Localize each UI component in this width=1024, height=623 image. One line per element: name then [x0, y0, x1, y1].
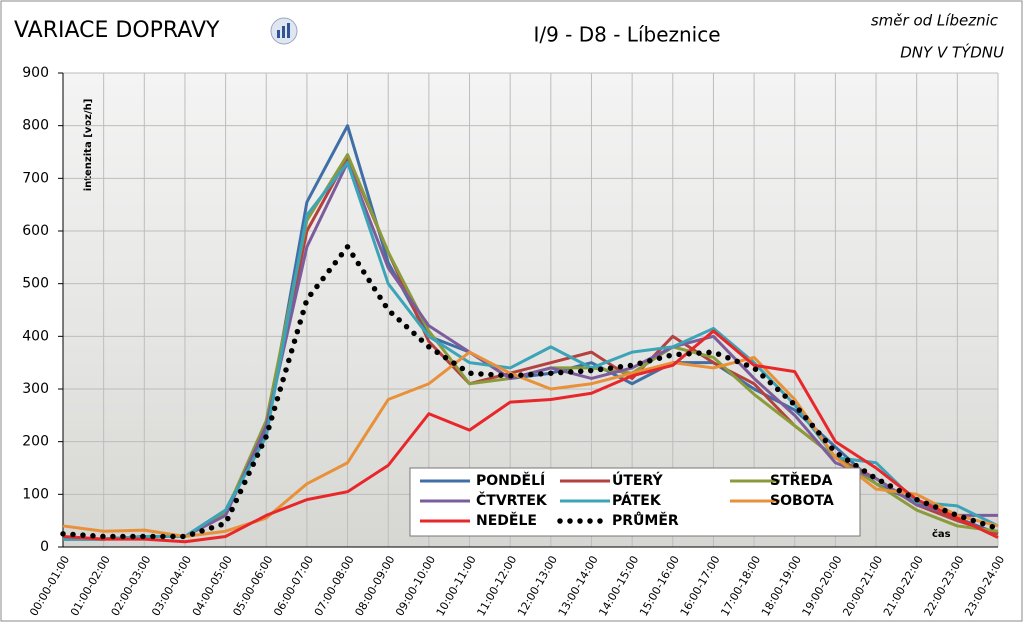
y-tick-label: 600 [22, 223, 49, 239]
x-axis-label: čas [932, 528, 951, 540]
series-line [63, 161, 999, 541]
legend-label: STŘEDA [770, 472, 833, 489]
series-line [62, 329, 999, 544]
legend-items: PONDĚLÍ ÚTERÝ STŘEDA ČTVRTEK PÁTEK SOBOTA NEDĚ… [420, 471, 834, 529]
legend-label: ČTVRTEK [476, 491, 548, 509]
y-tick-label: 800 [22, 118, 49, 134]
y-tick-label: 900 [22, 65, 49, 81]
icon [282, 26, 285, 38]
y-tick-label: 300 [22, 381, 49, 397]
series-line [62, 350, 999, 538]
lines [60, 124, 1001, 544]
legend-label: NEDĚLE [476, 512, 537, 529]
legend-label: PRŮMĚR [612, 511, 679, 529]
y-axis-label: intenzita [voz/h] [83, 99, 94, 192]
legend-label: PÁTEK [612, 492, 662, 509]
icon [277, 30, 280, 38]
legend [409, 467, 861, 537]
annotation: směr od Líbeznic [871, 12, 999, 30]
y-tick-label: 200 [22, 434, 49, 450]
y-tick-label: 400 [22, 328, 49, 344]
y-tick-label: 100 [22, 486, 49, 502]
chart-subtitle: I/9 - D8 - Líbeznice [533, 23, 720, 47]
annotation: DNY V TÝDNU [900, 43, 1004, 62]
series-line [60, 244, 1001, 540]
chart-title: VARIACE DOPRAVY [14, 18, 220, 43]
legend-label: SOBOTA [770, 493, 834, 509]
legend-label: ÚTERÝ [612, 471, 663, 489]
y-tick-label: 500 [22, 276, 49, 292]
y-tick-label: 700 [22, 170, 49, 186]
legend-label: PONDĚLÍ [476, 472, 545, 489]
y-tick-label: 0 [40, 539, 49, 555]
icon [287, 23, 290, 38]
